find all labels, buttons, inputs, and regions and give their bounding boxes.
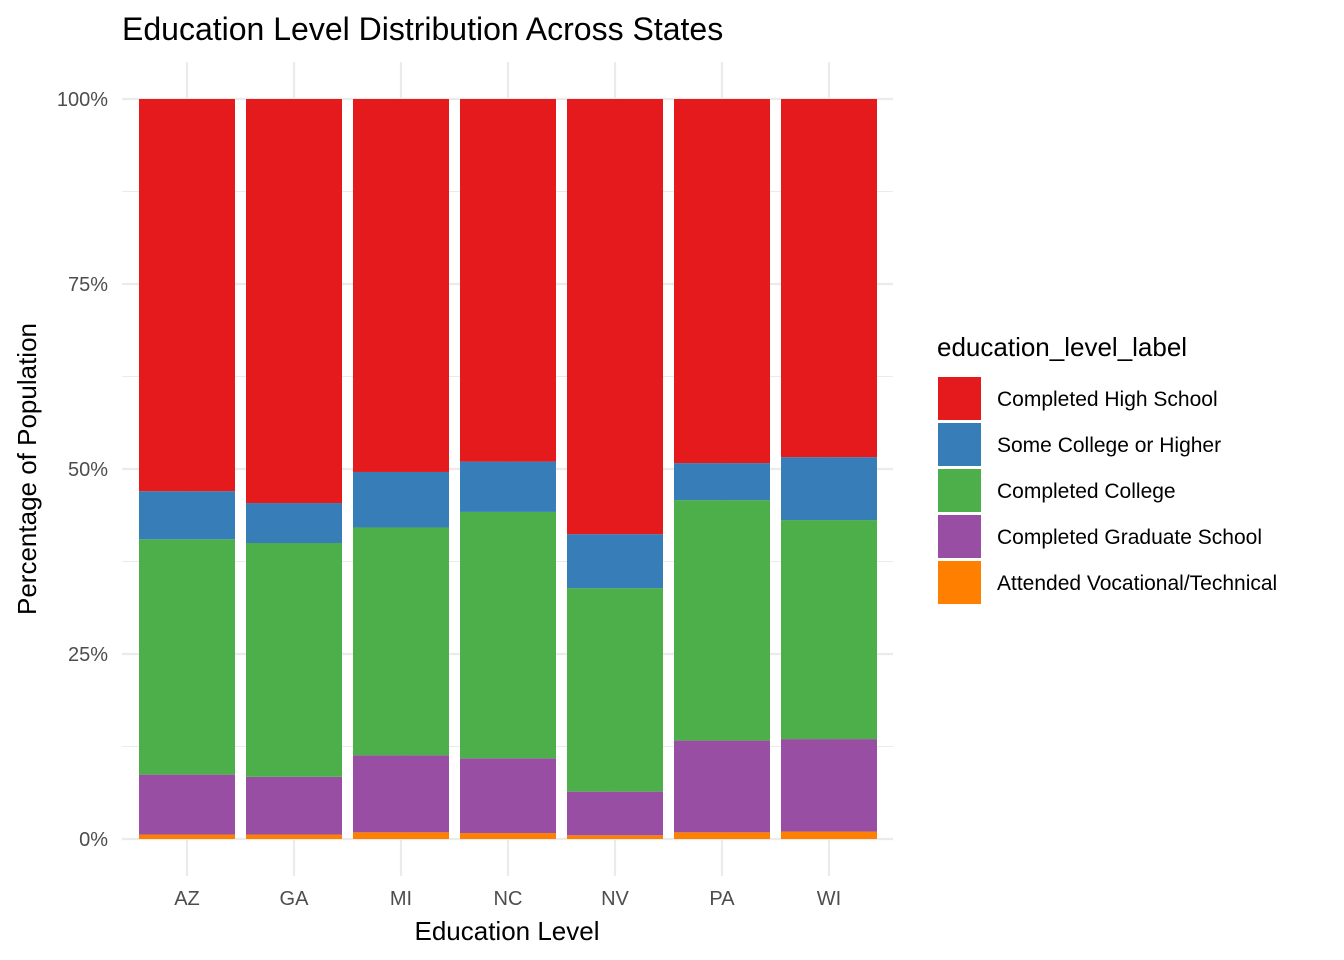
bar-mi-completed-college — [353, 527, 449, 756]
x-tick-label: WI — [817, 888, 841, 910]
legend-swatch — [938, 561, 981, 604]
bar-ga-completed-college — [246, 543, 342, 777]
x-tick-label: NV — [601, 888, 629, 910]
legend-swatch — [938, 423, 981, 466]
bar-wi-completed-graduate-school — [781, 739, 877, 832]
x-tick-label: NC — [494, 888, 523, 910]
bar-az-completed-graduate-school — [139, 774, 235, 835]
bar-nv-completed-high-school — [567, 99, 663, 535]
bar-nc-some-college-or-higher — [460, 461, 556, 512]
x-tick-label: GA — [280, 888, 310, 910]
legend-label: Attended Vocational/Technical — [997, 572, 1277, 595]
bar-ga-completed-graduate-school — [246, 776, 342, 835]
legend-label: Completed Graduate School — [997, 526, 1262, 549]
legend-label: Completed High School — [997, 388, 1218, 411]
y-tick-label: 25% — [68, 644, 108, 666]
bar-pa-completed-college — [674, 500, 770, 741]
bar-wi-attended-vocational-technical — [781, 831, 877, 839]
bar-mi-some-college-or-higher — [353, 471, 449, 528]
bar-nc-completed-college — [460, 511, 556, 759]
legend-swatch — [938, 377, 981, 420]
x-tick-labels: AZ GA MI NC NV PA WI — [174, 888, 841, 910]
bar-pa-some-college-or-higher — [674, 463, 770, 501]
bar-wi-some-college-or-higher — [781, 457, 877, 521]
bar-ga-completed-high-school — [246, 99, 342, 504]
chart-title: Education Level Distribution Across Stat… — [122, 11, 723, 47]
bar-ga-attended-vocational-technical — [246, 834, 342, 839]
bar-mi-completed-graduate-school — [353, 755, 449, 833]
x-tick-label: AZ — [174, 888, 200, 910]
y-tick-labels: 0% 25% 50% 75% 100% — [57, 89, 108, 851]
x-tick-label: MI — [390, 888, 412, 910]
bar-ga-some-college-or-higher — [246, 503, 342, 543]
bar-nc-completed-graduate-school — [460, 758, 556, 834]
bar-mi-attended-vocational-technical — [353, 832, 449, 839]
y-tick-label: 75% — [68, 274, 108, 296]
bar-nc-attended-vocational-technical — [460, 833, 556, 839]
y-tick-label: 0% — [79, 829, 108, 851]
bar-pa-attended-vocational-technical — [674, 832, 770, 839]
bar-wi-completed-college — [781, 520, 877, 740]
bar-az-attended-vocational-technical — [139, 834, 235, 839]
legend-label: Some College or Higher — [997, 434, 1221, 457]
x-tick-label: PA — [709, 888, 735, 910]
legend-swatch — [938, 515, 981, 558]
bar-wi-completed-high-school — [781, 99, 877, 458]
bar-az-completed-high-school — [139, 99, 235, 492]
legend-items: Completed High School Some College or Hig… — [938, 377, 1277, 604]
bar-pa-completed-graduate-school — [674, 740, 770, 833]
bar-az-some-college-or-higher — [139, 491, 235, 540]
bar-nv-attended-vocational-technical — [567, 835, 663, 839]
y-axis-title: Percentage of Population — [12, 323, 42, 615]
bar-nv-some-college-or-higher — [567, 534, 663, 589]
x-axis-title: Education Level — [414, 916, 599, 946]
legend-swatch — [938, 469, 981, 512]
bar-pa-completed-high-school — [674, 99, 770, 464]
bar-nc-completed-high-school — [460, 99, 556, 462]
y-tick-label: 50% — [68, 459, 108, 481]
legend: education_level_label Completed High Sch… — [937, 332, 1277, 604]
bars — [139, 99, 877, 839]
bar-mi-completed-high-school — [353, 99, 449, 472]
bar-nv-completed-college — [567, 588, 663, 792]
y-tick-label: 100% — [57, 89, 108, 111]
legend-label: Completed College — [997, 480, 1176, 503]
bar-az-completed-college — [139, 539, 235, 775]
legend-title: education_level_label — [937, 332, 1187, 362]
bar-nv-completed-graduate-school — [567, 791, 663, 836]
